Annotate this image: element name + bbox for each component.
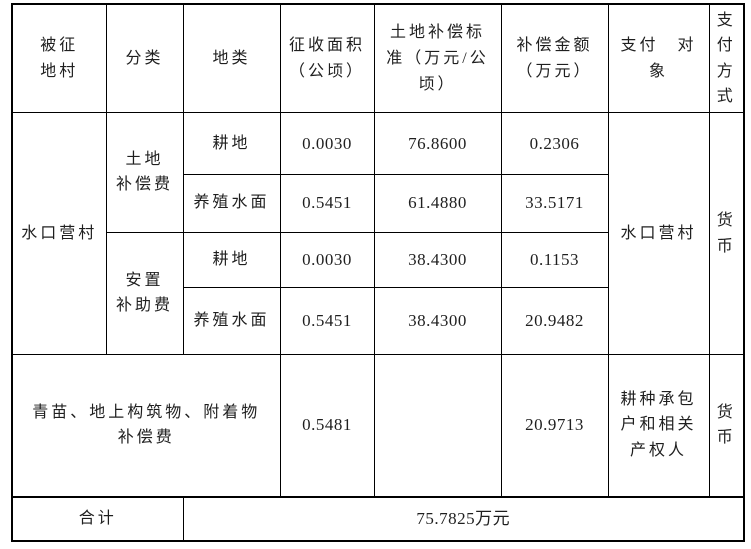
cell-standard: 61.4880 xyxy=(373,173,502,233)
cell-area: 0.0030 xyxy=(279,112,375,175)
cell-area: 0.5451 xyxy=(279,287,375,355)
cell-crops-standard xyxy=(373,353,502,498)
cell-category-land-compensation-fee: 土地 补偿费 xyxy=(105,112,184,233)
cell-amount: 0.1153 xyxy=(500,231,609,289)
header-payment-method: 支 付 方 式 xyxy=(708,3,745,114)
cell-amount: 33.5171 xyxy=(500,173,609,233)
header-land-type: 地类 xyxy=(182,3,281,114)
cell-amount: 0.2306 xyxy=(500,112,609,175)
header-category: 分类 xyxy=(105,3,184,114)
data-row-2: 养殖水面 0.5451 61.4880 33.5171 xyxy=(12,173,744,233)
data-row-1: 水口营村 土地 补偿费 耕地 0.0030 76.8600 0.2306 水口营… xyxy=(11,112,745,355)
crops-row: 青苗、地上构筑物、附着物 补偿费 0.5481 20.9713 耕种承包 户和相… xyxy=(11,353,745,498)
cell-crops-payee: 耕种承包 户和相关 产权人 xyxy=(607,353,710,498)
cell-land-type: 耕地 xyxy=(182,231,281,289)
cell-payee-village: 水口营村 xyxy=(607,112,710,355)
cell-total-label: 合计 xyxy=(11,495,184,542)
cell-land-type: 养殖水面 xyxy=(182,287,281,355)
cell-amount: 20.9482 xyxy=(500,287,609,355)
cell-standard: 38.4300 xyxy=(373,287,502,355)
cell-crops-area: 0.5481 xyxy=(279,353,375,498)
cell-land-type: 耕地 xyxy=(182,112,281,175)
cell-village-name: 水口营村 xyxy=(11,112,107,355)
cell-payment-method-currency: 货 币 xyxy=(708,112,745,355)
header-area: 征收面积 （公顷） xyxy=(279,3,375,114)
cell-category-resettlement-subsidy-fee: 安置 补助费 xyxy=(105,231,184,355)
cell-standard: 76.8600 xyxy=(373,112,502,175)
cell-total-value: 75.7825万元 xyxy=(182,495,745,542)
land-compensation-table: 被征 地村 分类 地类 征收面积 （公顷） 土地补偿标 准（万元/公 顷） 补偿… xyxy=(11,3,745,542)
cell-area: 0.5451 xyxy=(279,173,375,233)
header-standard: 土地补偿标 准（万元/公 顷） xyxy=(373,3,502,114)
cell-standard: 38.4300 xyxy=(373,231,502,289)
header-payee: 支付 对 象 xyxy=(607,3,710,114)
cell-crops-amount: 20.9713 xyxy=(500,353,609,498)
header-amount: 补偿金额 （万元） xyxy=(500,3,609,114)
cell-area: 0.0030 xyxy=(279,231,375,289)
header-village: 被征 地村 xyxy=(11,3,107,114)
cell-land-type: 养殖水面 xyxy=(182,173,281,233)
header-row: 被征 地村 分类 地类 征收面积 （公顷） 土地补偿标 准（万元/公 顷） 补偿… xyxy=(11,3,745,114)
cell-crops-label: 青苗、地上构筑物、附着物 补偿费 xyxy=(11,353,281,498)
cell-crops-payment-method: 货 币 xyxy=(708,353,745,498)
total-row: 合计 75.7825万元 xyxy=(11,495,745,542)
